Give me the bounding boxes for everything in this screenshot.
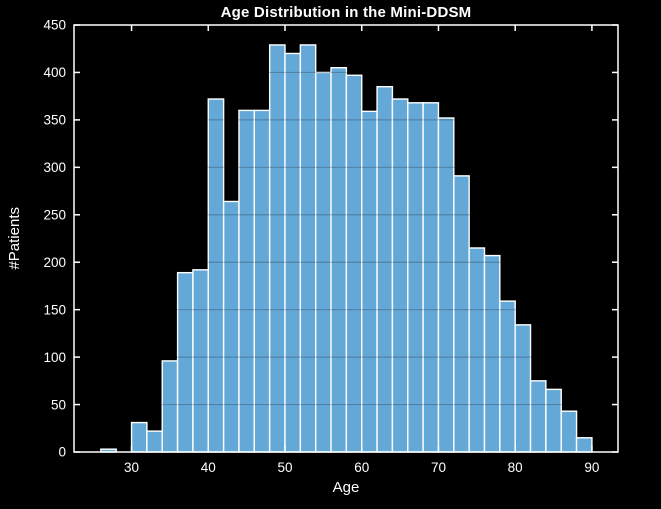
histogram-bar	[192, 269, 209, 453]
histogram-bar	[345, 74, 363, 453]
histogram-bar	[468, 247, 486, 453]
histogram-bar	[284, 52, 302, 453]
axes-box	[73, 24, 619, 453]
histogram-bar	[422, 102, 440, 453]
histogram-bar	[238, 109, 256, 453]
histogram-bar	[514, 324, 532, 453]
histogram-bar	[253, 109, 271, 453]
histogram-bar	[146, 430, 163, 453]
y-tick-label: 150	[43, 302, 66, 317]
histogram-bar	[330, 66, 348, 453]
chart-title: Age Distribution in the Mini-DDSM	[220, 4, 472, 21]
x-tick-label: 50	[277, 460, 292, 475]
histogram-bar	[560, 410, 578, 453]
histogram-bar	[268, 44, 286, 453]
y-tick-label: 400	[43, 65, 66, 80]
x-tick-label: 60	[354, 460, 369, 475]
y-tick-label: 300	[43, 160, 66, 175]
y-tick-label: 50	[51, 397, 66, 412]
histogram-bar	[222, 200, 240, 453]
histogram-bar	[545, 388, 562, 453]
x-tick-label: 70	[431, 460, 446, 475]
x-tick-label: 30	[124, 460, 139, 475]
y-tick-label: 350	[43, 113, 66, 128]
histogram-bar	[161, 360, 179, 453]
histogram-bar	[407, 102, 424, 453]
histogram-bar	[391, 98, 409, 453]
histogram-bar	[529, 380, 547, 453]
x-tick-label: 90	[584, 460, 599, 475]
histogram-bar	[207, 98, 225, 453]
histogram-bar	[575, 437, 593, 453]
histogram-bar	[437, 117, 455, 453]
histogram-bar	[483, 254, 501, 453]
y-tick-label: 200	[43, 255, 66, 270]
histogram-bar	[453, 175, 470, 453]
y-tick-label: 250	[43, 207, 66, 222]
histogram-bar	[130, 421, 148, 453]
histogram-bar	[361, 110, 378, 453]
histogram-bar	[376, 85, 394, 453]
x-tick-label: 80	[508, 460, 523, 475]
histogram-bar	[299, 44, 317, 453]
x-axis-label: Age	[332, 479, 360, 496]
x-tick-label: 40	[201, 460, 216, 475]
histogram-bar	[176, 271, 194, 453]
histogram-bar	[499, 300, 516, 453]
y-tick-label: 100	[43, 350, 66, 365]
y-tick-label: 0	[58, 445, 66, 460]
y-tick-label: 450	[43, 18, 66, 33]
